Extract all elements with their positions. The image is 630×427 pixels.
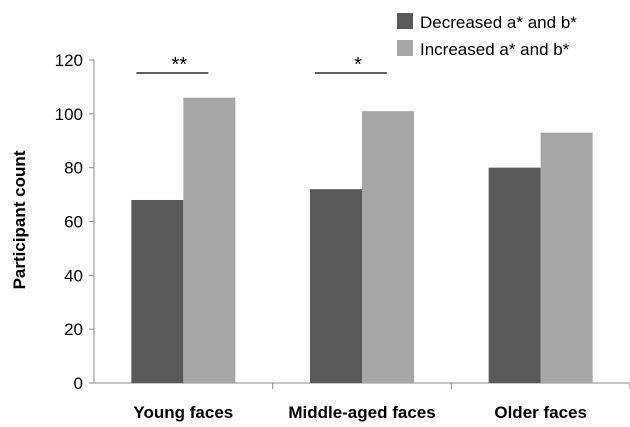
bar-increased: [362, 111, 414, 384]
y-tick-label: 100: [55, 105, 83, 124]
bar-decreased: [310, 189, 362, 383]
category-label: Young faces: [133, 403, 233, 422]
legend-swatch-decreased: [397, 13, 413, 29]
bar-increased: [183, 97, 236, 383]
y-tick-label: 40: [64, 266, 83, 285]
legend: Decreased a* and b* Increased a* and b*: [397, 13, 577, 59]
y-tick-label: 60: [64, 213, 83, 232]
legend-label-increased: Increased a* and b*: [420, 40, 570, 59]
legend-swatch-increased: [397, 40, 413, 56]
y-tick-label: 20: [64, 320, 83, 339]
bar-decreased: [131, 199, 184, 383]
significance-marker: *: [354, 54, 362, 76]
plot-area: 0 20 40 60 80 100 120 Young faces Middle-aged fa…: [55, 51, 630, 422]
y-tick-label: 120: [55, 51, 83, 70]
y-tick-label: 0: [74, 374, 83, 393]
y-tick-label: 80: [64, 159, 83, 178]
y-axis-label: Participant count: [10, 150, 29, 289]
legend-label-decreased: Decreased a* and b*: [420, 13, 577, 32]
significance-marker: **: [172, 54, 188, 76]
category-label: Middle-aged faces: [288, 403, 435, 422]
bar-decreased: [488, 167, 541, 383]
category-label: Older faces: [494, 403, 587, 422]
bar-increased: [540, 132, 593, 383]
